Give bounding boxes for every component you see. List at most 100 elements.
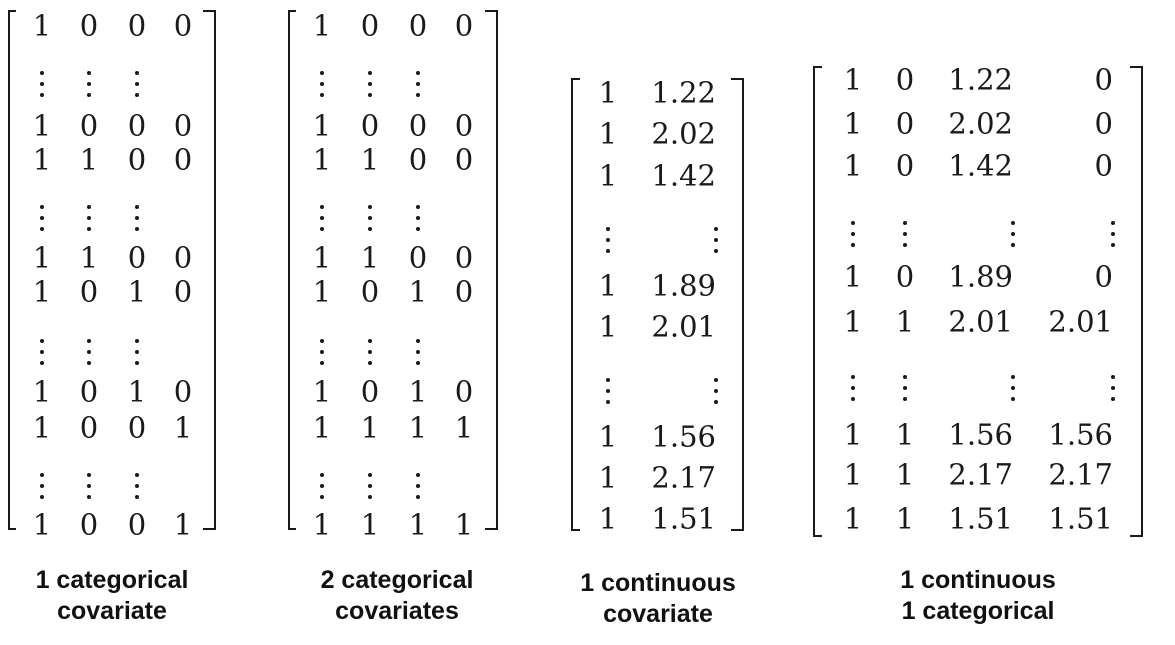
ellipsis-dot	[903, 243, 907, 247]
vertical-ellipsis	[134, 71, 140, 97]
ellipsis-dot	[320, 350, 324, 354]
matrix-cell: 0	[360, 374, 380, 409]
ellipsis-dot	[606, 227, 610, 231]
ellipsis-dot	[40, 350, 44, 354]
ellipsis-dot	[416, 82, 420, 86]
ellipsis-dot	[135, 361, 139, 365]
matrix-cell: 1	[843, 417, 863, 452]
vertical-ellipsis	[39, 71, 45, 97]
vertical-ellipsis	[902, 375, 908, 401]
matrix-cell: 0	[173, 8, 193, 43]
ellipsis-dot	[40, 495, 44, 499]
matrix-cell: 1	[360, 240, 380, 275]
matrix-cell: 1	[843, 259, 863, 294]
matrix-cell: 0	[454, 240, 474, 275]
ellipsis-dot	[368, 205, 372, 209]
vertical-ellipsis	[86, 71, 92, 97]
vertical-ellipsis	[415, 339, 421, 365]
right-bracket	[485, 10, 498, 530]
ellipsis-dot	[40, 205, 44, 209]
vertical-ellipsis	[415, 205, 421, 231]
ellipsis-dot	[87, 93, 91, 97]
ellipsis-dot	[368, 82, 372, 86]
vertical-ellipsis	[415, 473, 421, 499]
vertical-ellipsis	[134, 473, 140, 499]
matrix-cell: 1	[454, 410, 474, 445]
ellipsis-dot	[87, 71, 91, 75]
vertical-ellipsis	[850, 375, 856, 401]
ellipsis-dot	[40, 484, 44, 488]
vertical-ellipsis	[902, 221, 908, 247]
matrix-cell: 1.51	[1048, 501, 1113, 536]
vertical-ellipsis	[39, 339, 45, 365]
ellipsis-dot	[368, 361, 372, 365]
matrix-cell: 1	[598, 460, 618, 495]
matrix-cell: 1.42	[948, 148, 1013, 183]
ellipsis-dot	[320, 495, 324, 499]
matrix-cell: 0	[79, 108, 99, 143]
matrix-cell: 0	[127, 240, 147, 275]
ellipsis-dot	[416, 484, 420, 488]
matrix-cell: 0	[1094, 62, 1113, 97]
left-bracket	[8, 10, 16, 530]
vertical-ellipsis	[1110, 375, 1116, 401]
ellipsis-dot	[320, 484, 324, 488]
right-bracket	[1130, 66, 1143, 537]
vertical-ellipsis	[605, 227, 611, 253]
ellipsis-dot	[87, 205, 91, 209]
ellipsis-dot	[87, 473, 91, 477]
ellipsis-dot	[416, 495, 420, 499]
matrix-cell: 0	[79, 410, 99, 445]
ellipsis-dot	[903, 232, 907, 236]
ellipsis-dot	[40, 339, 44, 343]
matrix-cell: 1.22	[651, 75, 716, 110]
ellipsis-dot	[135, 82, 139, 86]
matrix-cell: 1	[312, 8, 332, 43]
vertical-ellipsis	[415, 71, 421, 97]
matrix-cell: 1	[32, 240, 52, 275]
matrix-cell: 1	[312, 274, 332, 309]
ellipsis-dot	[416, 339, 420, 343]
matrix-cell: 1.56	[651, 419, 716, 454]
matrix-cell: 1	[312, 507, 332, 542]
ellipsis-dot	[903, 375, 907, 379]
matrix-cell: 1	[32, 108, 52, 143]
ellipsis-dot	[135, 350, 139, 354]
ellipsis-dot	[1011, 232, 1015, 236]
ellipsis-dot	[851, 232, 855, 236]
matrix-cell: 2.01	[651, 309, 716, 344]
matrix-cell: 1.22	[948, 62, 1013, 97]
ellipsis-dot	[135, 205, 139, 209]
ellipsis-dot	[714, 400, 718, 404]
matrix-cell: 0	[173, 374, 193, 409]
matrix-cell: 1.89	[651, 268, 716, 303]
matrix-cell: 0	[360, 8, 380, 43]
matrix-cell: 1	[598, 75, 618, 110]
ellipsis-dot	[40, 93, 44, 97]
matrix-cell: 2.01	[1048, 304, 1113, 339]
matrix-cell: 1	[843, 304, 863, 339]
matrix-cell: 1	[598, 116, 618, 151]
vertical-ellipsis	[367, 473, 373, 499]
ellipsis-dot	[368, 495, 372, 499]
matrix-cell: 0	[895, 106, 915, 141]
ellipsis-dot	[87, 350, 91, 354]
ellipsis-dot	[87, 339, 91, 343]
matrix-cell: 0	[454, 274, 474, 309]
matrix-cell: 0	[408, 8, 428, 43]
ellipsis-dot	[320, 339, 324, 343]
right-bracket	[203, 10, 216, 530]
ellipsis-dot	[606, 378, 610, 382]
ellipsis-dot	[40, 227, 44, 231]
vertical-ellipsis	[319, 205, 325, 231]
matrix-cell: 1	[454, 507, 474, 542]
vertical-ellipsis	[319, 473, 325, 499]
matrix-cell: 0	[79, 274, 99, 309]
matrix-cell: 0	[127, 507, 147, 542]
matrix-cell: 1	[408, 274, 428, 309]
matrix-cell: 1	[408, 410, 428, 445]
matrix-cell: 1	[895, 501, 915, 536]
ellipsis-dot	[1011, 386, 1015, 390]
ellipsis-dot	[714, 227, 718, 231]
